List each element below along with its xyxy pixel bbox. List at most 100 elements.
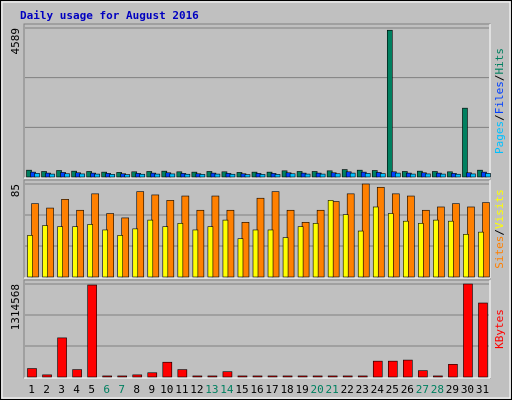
bar	[252, 375, 263, 378]
bar	[102, 229, 108, 278]
bar	[297, 226, 304, 278]
legend-separator: /	[493, 75, 506, 82]
bar	[386, 29, 393, 178]
bar	[109, 174, 115, 178]
bar	[418, 223, 424, 278]
bar	[387, 360, 398, 378]
bar	[147, 372, 158, 378]
bar	[214, 173, 221, 178]
bar	[34, 173, 40, 178]
bar	[433, 375, 443, 378]
x-tick-label: 9	[148, 383, 155, 396]
bar	[327, 375, 338, 378]
bar	[394, 172, 401, 178]
bar	[312, 223, 319, 278]
x-tick-label: 2	[43, 383, 50, 396]
x-tick-label: 10	[160, 383, 173, 396]
x-tick-label: 29	[446, 383, 459, 396]
bar	[289, 173, 296, 178]
legend-entry: Files	[493, 81, 506, 114]
x-tick-label: 11	[175, 383, 188, 396]
bar	[237, 238, 244, 278]
x-tick-label: 17	[265, 383, 278, 396]
bar	[418, 370, 428, 378]
x-tick-label: 21	[326, 383, 339, 396]
bar	[162, 361, 173, 378]
bar	[229, 173, 236, 178]
bar	[425, 173, 431, 178]
x-tick-label: 30	[461, 383, 474, 396]
bar	[361, 183, 370, 278]
x-tick-label: 13	[205, 383, 218, 396]
x-tick-label: 26	[401, 383, 414, 396]
bar	[117, 375, 128, 378]
bar	[72, 226, 78, 278]
bar	[222, 219, 229, 278]
bar	[132, 228, 139, 278]
x-tick-label: 6	[103, 383, 110, 396]
bar	[448, 220, 454, 278]
bar	[440, 173, 446, 178]
bar	[372, 360, 383, 378]
bar	[470, 173, 476, 178]
legend-separator: /	[493, 229, 506, 236]
bar	[433, 219, 439, 278]
x-tick-label: 1	[28, 383, 35, 396]
bar	[42, 225, 48, 278]
bar	[327, 200, 334, 278]
bar	[184, 173, 191, 178]
x-tick-label: 27	[416, 383, 429, 396]
bar	[403, 359, 413, 378]
bar	[410, 173, 416, 178]
chart-title: Daily usage for August 2016	[20, 9, 199, 22]
bar	[72, 369, 82, 378]
x-tick-label: 24	[371, 383, 385, 396]
bar	[154, 173, 161, 178]
bar	[27, 368, 37, 378]
legend-entry: Visits	[493, 189, 506, 229]
bar	[463, 283, 473, 378]
bar	[478, 231, 484, 278]
legend: Pages/Files/Hits	[493, 48, 506, 154]
x-tick-label: 31	[476, 383, 489, 396]
bar	[455, 173, 461, 178]
x-tick-label: 23	[356, 383, 369, 396]
y-tick-label: 4589	[9, 28, 22, 55]
x-tick-label: 19	[295, 383, 308, 396]
bar	[357, 375, 368, 378]
y-tick-label: 85	[9, 184, 22, 197]
bar	[207, 375, 218, 378]
bar	[485, 173, 491, 178]
bar	[124, 174, 131, 178]
bar	[478, 302, 488, 378]
legend: Sites/Visits	[493, 189, 506, 269]
x-tick-label: 15	[235, 383, 248, 396]
bar	[207, 226, 214, 278]
bar	[87, 284, 97, 378]
bar	[162, 226, 169, 278]
x-tick-label: 25	[386, 383, 399, 396]
bar	[267, 229, 274, 278]
bar	[304, 173, 311, 178]
bar	[448, 364, 458, 378]
legend: KBytes	[493, 309, 506, 349]
bar	[297, 375, 308, 378]
bar	[27, 235, 33, 278]
bar	[64, 173, 70, 178]
bar	[87, 224, 93, 278]
x-tick-label: 5	[88, 383, 95, 396]
bar	[199, 174, 206, 178]
bar	[462, 107, 468, 178]
x-tick-label: 28	[431, 383, 444, 396]
bar	[237, 375, 248, 378]
bar	[117, 235, 124, 278]
bar	[259, 174, 266, 178]
bar	[342, 214, 349, 278]
bar	[312, 375, 323, 378]
bar	[132, 374, 143, 378]
bar	[274, 174, 281, 178]
x-tick-label: 7	[118, 383, 125, 396]
x-tick-label: 12	[190, 383, 203, 396]
